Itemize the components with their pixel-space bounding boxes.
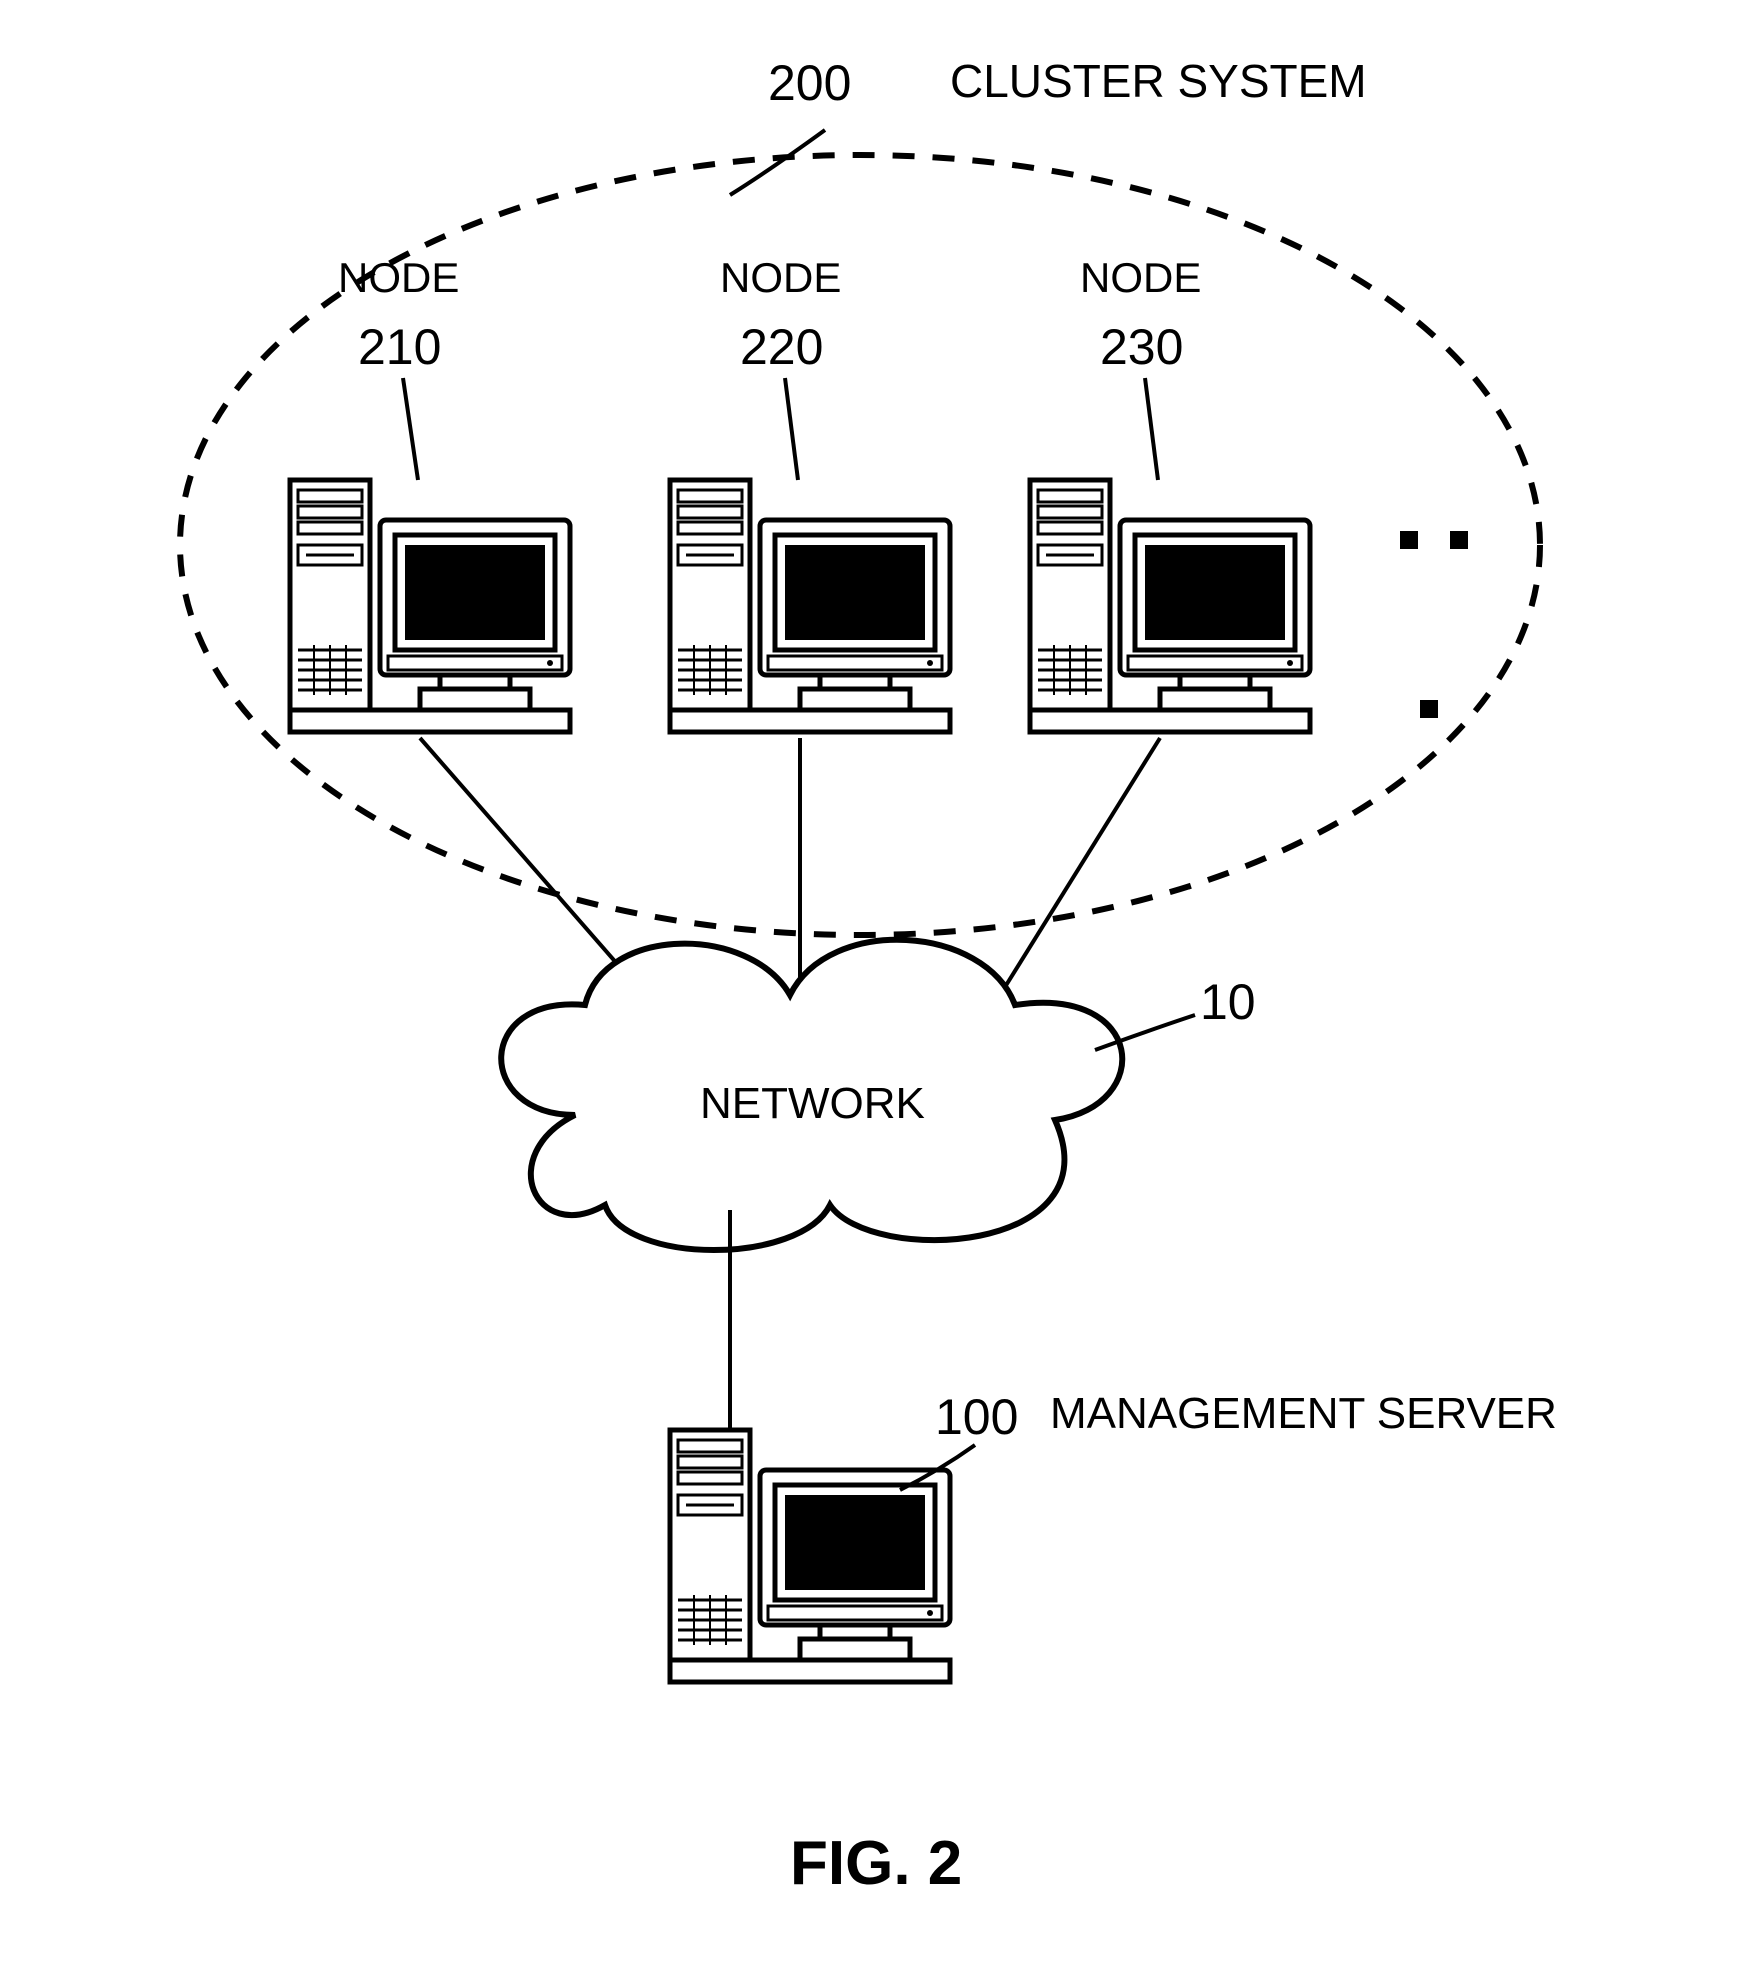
diagram-stage: 200 CLUSTER SYSTEM NODE 210 NODE 220 NOD… <box>0 0 1753 1980</box>
node-3-name: NODE <box>1080 255 1201 301</box>
diagram-svg <box>0 0 1753 1980</box>
server-computer <box>670 1430 950 1682</box>
cluster-ref-num: 200 <box>768 56 851 111</box>
figure-caption: FIG. 2 <box>790 1830 962 1898</box>
cluster-label: CLUSTER SYSTEM <box>950 56 1367 107</box>
ellipsis-dots <box>1400 531 1468 718</box>
links-nodes-to-network <box>420 738 1160 995</box>
network-label: NETWORK <box>700 1080 925 1128</box>
network-ref-num: 10 <box>1200 975 1256 1030</box>
server-label: MANAGEMENT SERVER <box>1050 1390 1557 1438</box>
node-2-num: 220 <box>740 320 823 375</box>
server-ref-num: 100 <box>935 1390 1018 1445</box>
node-1-name: NODE <box>338 255 459 301</box>
node-3-num: 230 <box>1100 320 1183 375</box>
node-1-num: 210 <box>358 320 441 375</box>
node-computers <box>290 480 1310 732</box>
node-2-name: NODE <box>720 255 841 301</box>
node-ref-leaders <box>403 378 1158 480</box>
